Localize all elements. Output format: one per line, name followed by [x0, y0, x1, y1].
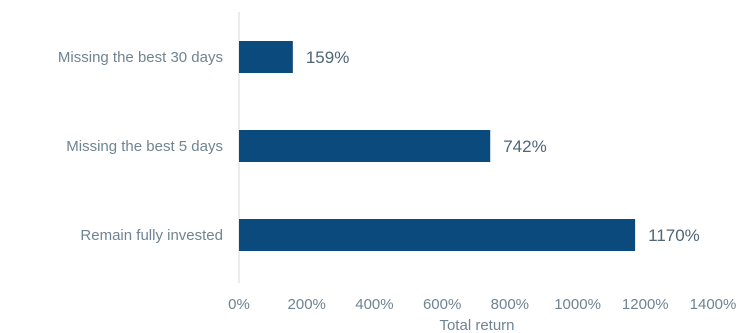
- x-tick-label: 800%: [491, 296, 529, 313]
- x-axis-title: Total return: [439, 317, 514, 333]
- bar: [239, 130, 491, 162]
- bar: [239, 219, 636, 251]
- category-label: Missing the best 5 days: [66, 138, 223, 155]
- value-label: 1170%: [648, 226, 700, 245]
- x-tick-label: 1000%: [554, 296, 601, 313]
- value-label: 159%: [306, 48, 349, 67]
- category-label: Missing the best 30 days: [58, 49, 223, 66]
- category-label: Remain fully invested: [80, 227, 223, 244]
- x-tick-label: 1200%: [622, 296, 669, 313]
- x-tick-label: 600%: [423, 296, 461, 313]
- bar: [239, 41, 293, 73]
- x-tick-label: 0%: [228, 296, 250, 313]
- x-tick-label: 1400%: [690, 296, 737, 313]
- bars: Missing the best 30 days 159% Missing the …: [58, 41, 700, 251]
- x-axis-ticks: 0% 200% 400% 600% 800% 1000% 1200% 1400%: [228, 296, 736, 313]
- x-tick-label: 200%: [288, 296, 326, 313]
- x-tick-label: 400%: [355, 296, 393, 313]
- value-label: 742%: [503, 137, 546, 156]
